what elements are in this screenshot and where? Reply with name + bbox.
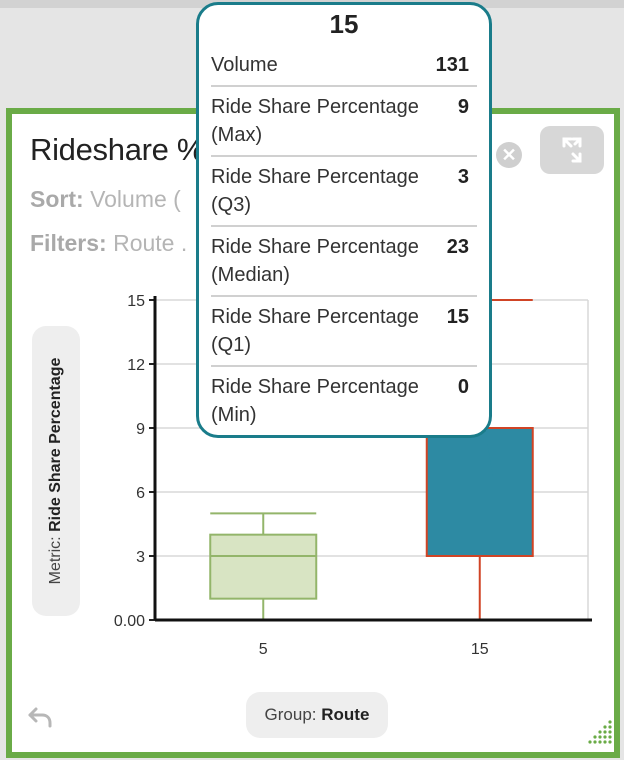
- expand-button[interactable]: [540, 126, 604, 174]
- tooltip-row: Ride Share Percentage (Max) 9: [211, 85, 477, 149]
- y-tick-label: 9: [136, 421, 145, 438]
- y-tick-label: 6: [136, 485, 145, 502]
- group-selector[interactable]: Group: Route: [246, 692, 388, 738]
- undo-icon[interactable]: [26, 704, 56, 730]
- tooltip-row: Ride Share Percentage (Median) 23: [211, 225, 477, 289]
- close-icon[interactable]: ✕: [496, 142, 522, 168]
- tooltip-heading: 15: [329, 9, 359, 39]
- filters-value[interactable]: Route .: [113, 230, 188, 256]
- filters-row[interactable]: Filters: Route .: [30, 230, 187, 257]
- y-tick-label: 0.00: [114, 613, 145, 630]
- tooltip-value: 15: [446, 306, 469, 328]
- x-tick-label: 5: [259, 641, 268, 658]
- sort-value[interactable]: Volume (: [90, 186, 181, 212]
- tooltip-row: Ride Share Percentage (Q3) 3: [211, 155, 477, 219]
- data-tooltip: 15 Volume 131 Ride Share Percentage (Max…: [196, 2, 492, 438]
- group-label: Group:: [264, 705, 317, 724]
- tooltip-value: 9: [457, 96, 469, 118]
- tooltip-label: Ride Share Percentage (Max): [211, 96, 419, 146]
- tooltip-label: Ride Share Percentage (Min): [211, 376, 419, 426]
- y-tick-label: 15: [127, 293, 145, 310]
- box-body: [425, 427, 534, 557]
- filters-label: Filters:: [30, 230, 107, 256]
- tooltip-row: Volume 131: [211, 51, 477, 79]
- sort-label: Sort:: [30, 186, 84, 212]
- tooltip-label: Ride Share Percentage (Median): [211, 236, 419, 286]
- tooltip-label: Ride Share Percentage (Q1): [211, 306, 419, 356]
- resize-grip-icon[interactable]: [584, 716, 614, 746]
- tooltip-value: 131: [435, 54, 469, 76]
- tooltip-value: 23: [446, 236, 469, 258]
- group-value: Route: [321, 705, 370, 724]
- y-tick-label: 3: [136, 549, 145, 566]
- tooltip-row: Ride Share Percentage (Min) 0: [211, 365, 477, 429]
- y-tick-label: 12: [127, 357, 145, 374]
- box-body: [209, 533, 318, 600]
- metric-selector[interactable]: Metric: Ride Share Percentage: [32, 326, 80, 616]
- tooltip-value: 3: [457, 166, 469, 188]
- x-tick-label: 15: [471, 641, 489, 658]
- tooltip-value: 0: [457, 376, 469, 398]
- card-title: Rideshare %: [30, 132, 205, 167]
- tooltip-row: Ride Share Percentage (Q1) 15: [211, 295, 477, 359]
- tooltip-label: Ride Share Percentage (Q3): [211, 166, 419, 216]
- expand-icon: [562, 137, 582, 163]
- sort-row[interactable]: Sort: Volume (: [30, 186, 181, 213]
- tooltip-pointer: [486, 430, 493, 476]
- tooltip-label: Volume: [211, 54, 278, 76]
